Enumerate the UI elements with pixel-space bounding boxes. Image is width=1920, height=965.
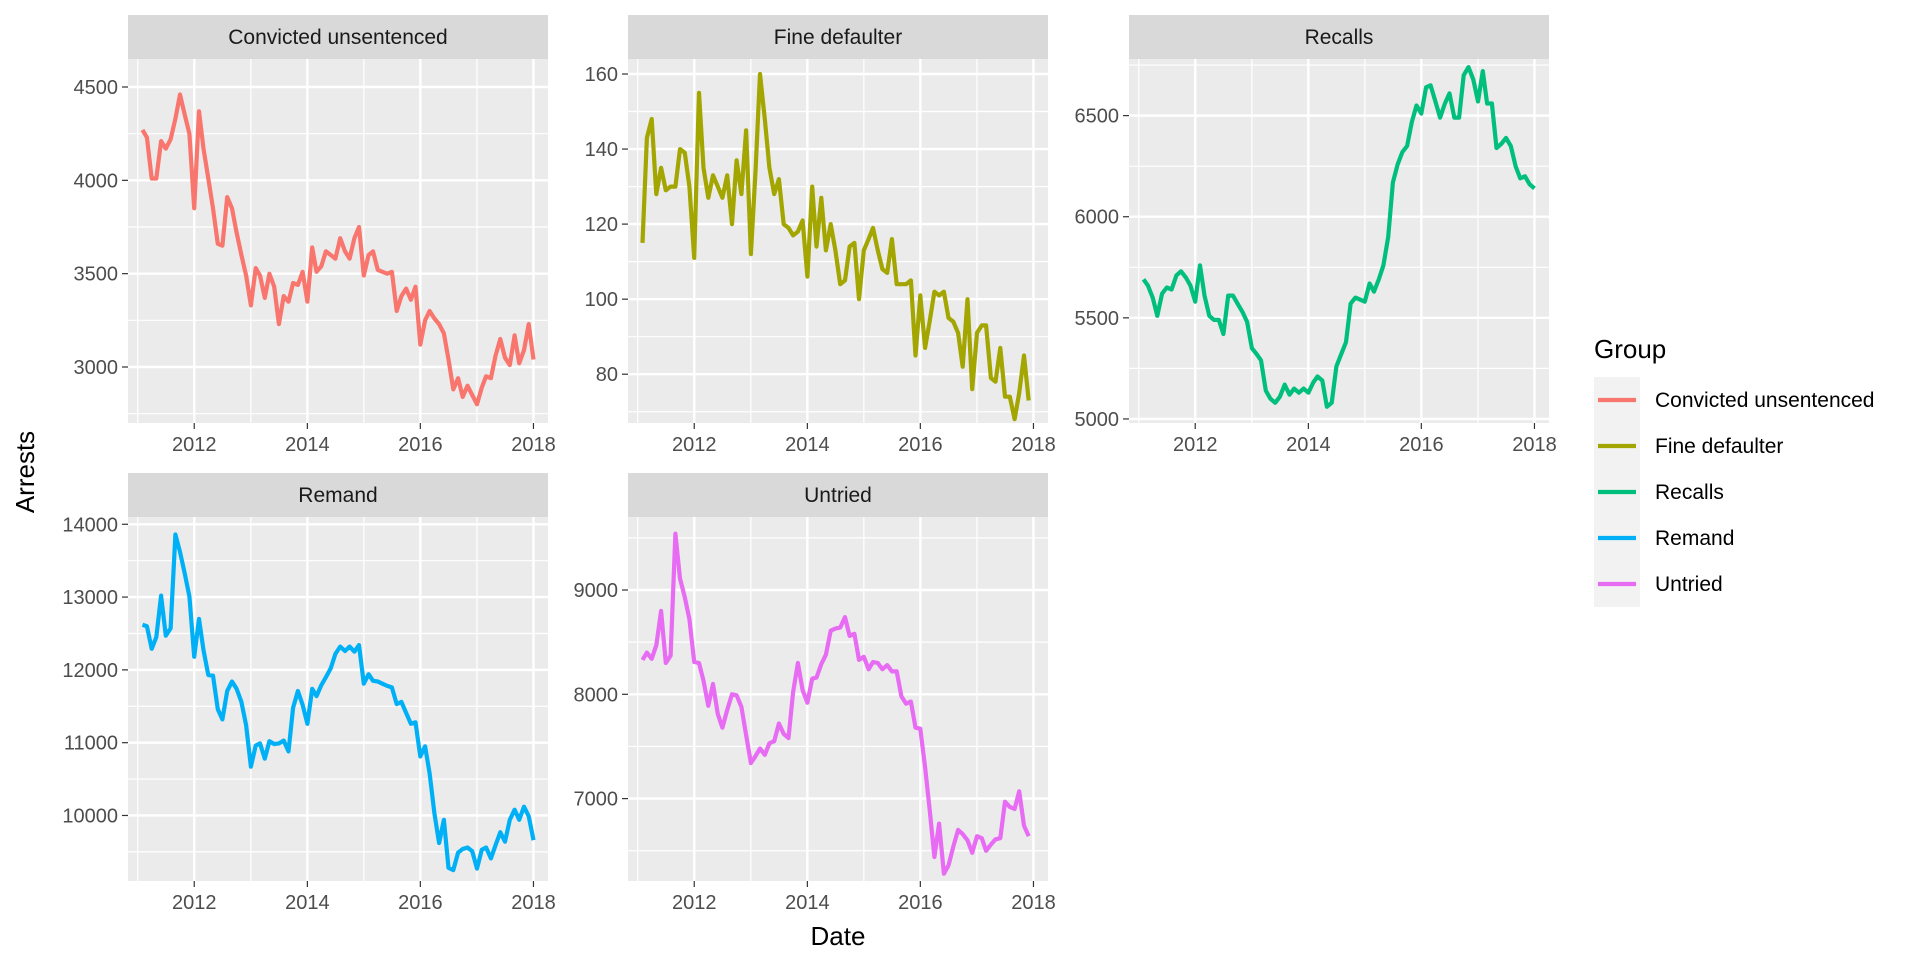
panel-background [128,517,548,881]
series-line-fine-defaulter [640,71,1031,422]
x-tick-label: 2012 [672,892,717,914]
y-tick-label: 120 [585,214,618,236]
x-tick-label: 2014 [285,892,330,914]
facet-title: Recalls [1305,26,1374,49]
y-tick-label: 10000 [62,805,118,827]
y-tick-label: 11000 [64,733,118,755]
facet-strip [128,15,548,59]
y-tick-label: 5000 [1075,409,1120,431]
y-tick-label: 3000 [74,357,119,379]
series-line-convicted-unsentenced [140,92,536,407]
y-tick-label: 160 [585,64,618,86]
x-tick-label: 2018 [511,434,556,456]
y-tick-label: 6000 [1075,207,1120,229]
x-tick-label: 2014 [285,434,330,456]
y-tick-label: 12000 [62,660,118,682]
x-tick-label: 2016 [1399,434,1444,456]
y-tick-label: 3500 [74,264,119,286]
x-tick-label: 2012 [172,434,217,456]
legend-label: Recalls [1655,481,1724,504]
facet-strip [628,15,1048,59]
x-tick-label: 2014 [785,892,830,914]
x-tick-label: 2016 [898,434,943,456]
facet-strip [628,473,1048,517]
y-tick-label: 8000 [574,684,619,706]
x-tick-label: 2014 [785,434,830,456]
y-tick-label: 140 [585,139,618,161]
legend-label: Convicted unsentenced [1655,389,1875,412]
y-tick-label: 80 [596,364,618,386]
panel-recalls: Recalls 2012 2014 2016 2018 5000 5500 6000 6500 [1075,15,1557,456]
y-tick-label: 7000 [574,789,619,811]
series-line-recalls [1141,65,1536,409]
x-tick-label: 2018 [1011,892,1056,914]
panel-background [628,517,1048,881]
y-tick-label: 6500 [1075,106,1120,128]
y-tick-label: 9000 [574,580,619,602]
facet-strip [1129,15,1549,59]
panel-untried: Untried 2012 2014 2016 2018 7000 8000 9000 [574,473,1056,914]
x-tick-label: 2012 [172,892,217,914]
y-tick-label: 100 [585,289,618,311]
y-tick-label: 13000 [62,587,118,609]
legend-title: Group [1594,334,1666,364]
y-tick-label: 14000 [62,514,118,536]
x-tick-label: 2014 [1286,434,1331,456]
x-tick-label: 2016 [898,892,943,914]
facet-title: Remand [298,484,377,507]
x-tick-label: 2012 [672,434,717,456]
legend-label: Fine defaulter [1655,435,1783,458]
series-line-untried [640,531,1031,876]
legend-items: Convicted unsentenced Fine defaulter Recal… [1594,377,1875,607]
panel-fine-defaulter: Fine defaulter 2012 2014 2016 2018 80 100 120 14… [585,15,1056,456]
panels-layer: Convicted unsentenced 2012 2014 2016 2018 300… [62,15,1557,914]
y-tick-label: 5500 [1075,308,1120,330]
y-tick-label: 4500 [74,77,119,99]
x-axis-title: Date [811,921,866,951]
x-tick-label: 2016 [398,434,443,456]
y-tick-label: 4000 [74,170,119,192]
y-axis-title: Arrests [10,431,40,513]
panel-convicted-unsentenced: Convicted unsentenced 2012 2014 2016 2018 300… [74,15,556,456]
panel-remand: Remand 2012 2014 2016 2018 10000 11000 12000 130… [62,473,556,914]
legend-label: Untried [1655,573,1723,596]
x-tick-label: 2018 [1512,434,1557,456]
x-tick-label: 2018 [511,892,556,914]
x-tick-label: 2012 [1173,434,1218,456]
facet-title: Fine defaulter [774,26,902,49]
facet-title: Convicted unsentenced [228,26,448,49]
legend: Group Convicted unsentenced Fine defaulte… [1594,334,1875,607]
series-line-remand [141,532,536,873]
x-tick-label: 2016 [398,892,443,914]
x-tick-label: 2018 [1011,434,1056,456]
legend-label: Remand [1655,527,1734,550]
facet-strip [128,473,548,517]
facet-title: Untried [804,484,872,507]
